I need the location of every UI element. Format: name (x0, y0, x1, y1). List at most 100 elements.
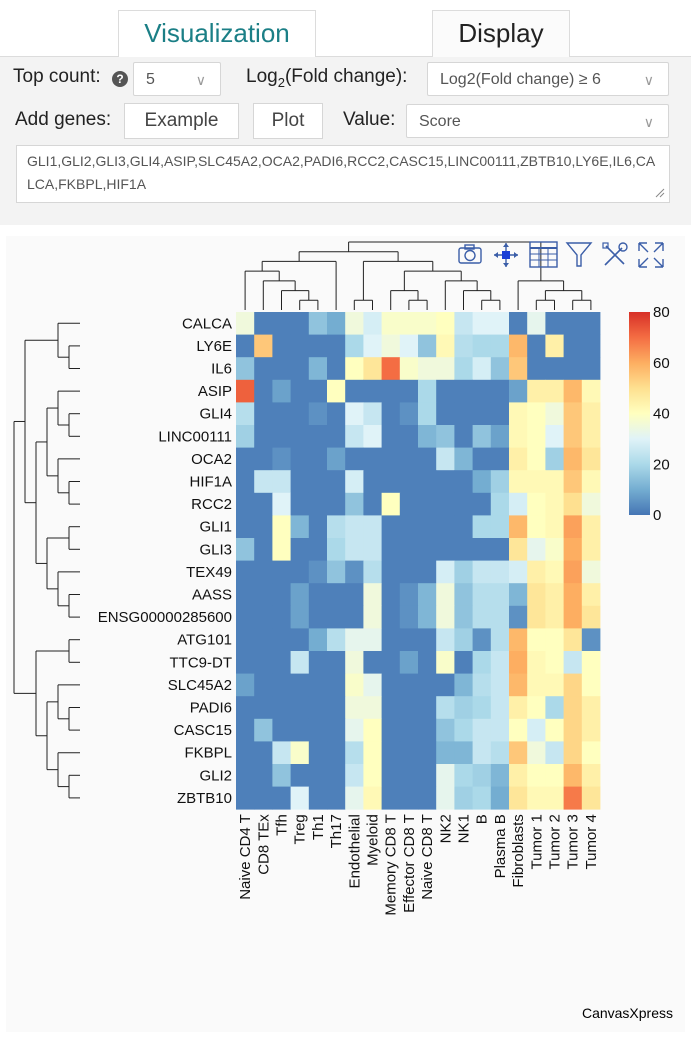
heatmap-cell (527, 786, 546, 810)
heatmap-cell (527, 718, 546, 742)
heatmap-cell (290, 447, 310, 471)
heatmap-cell (563, 673, 583, 697)
heatmap-cell (436, 425, 455, 448)
row-label: PADI6 (190, 700, 232, 717)
example-button[interactable]: Example (124, 103, 239, 139)
heatmap-cell (418, 425, 437, 448)
filter-icon[interactable] (565, 242, 593, 267)
fullscreen-icon[interactable] (638, 242, 664, 268)
row-label: ASIP (198, 383, 232, 400)
heatmap-cell (272, 492, 291, 516)
data-table-icon[interactable] (529, 241, 558, 268)
heatmap-cell (327, 312, 346, 335)
heatmap-cell (399, 515, 419, 539)
heatmap-cell (454, 718, 473, 742)
heatmap-cell (290, 628, 310, 652)
heatmap-cell (509, 515, 528, 539)
help-icon[interactable]: ? (112, 71, 128, 87)
heatmap-cell (381, 357, 401, 381)
heatmap-cell (490, 447, 510, 471)
heatmap-cell (490, 673, 510, 697)
heatmap-cell (527, 651, 546, 674)
heatmap-cell (399, 402, 419, 426)
color-legend: 0 20 40 60 80 (629, 304, 670, 524)
heatmap-cell (345, 334, 364, 358)
heatmap-cell (418, 583, 437, 607)
heatmap-cell (581, 673, 601, 697)
heatmap-cell (236, 538, 255, 561)
heatmap-cell (472, 628, 492, 652)
heatmap-cell (345, 651, 364, 674)
heatmap-cell (381, 447, 401, 471)
heatmap-cell (581, 583, 601, 607)
add-genes-label: Add genes: (15, 109, 112, 130)
heatmap-cell (436, 583, 455, 607)
heatmap-cell (472, 515, 492, 539)
heatmap-cell (381, 425, 401, 448)
heatmap-cell (581, 515, 601, 539)
heatmap-cell (272, 334, 291, 358)
heatmap-cell (436, 673, 455, 697)
resize-handle-icon[interactable] (653, 186, 665, 198)
column-labels: Naive CD4 T CD8 TEx Tfh Treg Th1 Th17 Endothel… (237, 814, 600, 916)
heatmap-cell (436, 447, 455, 471)
heatmap-cell (581, 560, 601, 584)
heatmap-cell (472, 312, 492, 335)
heatmap-cell (490, 402, 510, 426)
column-label: Myeloid (365, 814, 382, 866)
chevron-down-icon: ∨ (643, 72, 654, 88)
heatmap-cell (563, 764, 583, 787)
heatmap-cell (527, 402, 546, 426)
heatmap-cell (381, 651, 401, 674)
heatmap-cell (236, 470, 255, 494)
heatmap-cell (509, 696, 528, 720)
heatmap-cell (254, 560, 273, 584)
heatmap-cell (327, 515, 346, 539)
heatmap-cell (327, 447, 346, 471)
heatmap-cell (345, 605, 364, 629)
heatmap-cell (327, 357, 346, 381)
tab-visualization[interactable]: Visualization (118, 10, 316, 58)
heatmap-cell (308, 538, 328, 561)
top-count-select[interactable]: 5 ∨ (133, 62, 221, 96)
heatmap-cell (308, 447, 328, 471)
heatmap-cell (327, 628, 346, 652)
heatmap-cell (418, 492, 437, 516)
row-label: HIF1A (189, 474, 232, 491)
row-label: GLI2 (199, 767, 232, 784)
heatmap-cell (509, 334, 528, 358)
heatmap-cell (418, 470, 437, 494)
column-label: CD8 TEx (255, 814, 272, 875)
tools-icon[interactable] (602, 242, 628, 266)
heatmap-cell (545, 651, 564, 674)
move-icon[interactable] (494, 243, 518, 267)
heatmap-cell (254, 741, 273, 765)
column-label: Endothelial (346, 814, 363, 888)
value-select[interactable]: Score ∨ (406, 104, 669, 138)
heatmap-cell (418, 673, 437, 697)
heatmap-cell (290, 379, 310, 403)
heatmap-cell (381, 583, 401, 607)
heatmap-cell (290, 538, 310, 561)
camera-icon[interactable] (458, 244, 482, 264)
plot-button[interactable]: Plot (253, 103, 323, 139)
row-label: CALCA (182, 315, 232, 332)
heatmap-cell (399, 741, 419, 765)
chart-toolbar (458, 241, 664, 268)
heatmap-cell (545, 538, 564, 561)
chevron-down-icon: ∨ (643, 114, 654, 130)
heatmap-cell (345, 696, 364, 720)
heatmap-cell (308, 583, 328, 607)
log2-fold-change-select[interactable]: Log2(Fold change) ≥ 6 ∨ (427, 62, 669, 96)
heatmap-cell (581, 492, 601, 516)
tab-display[interactable]: Display (432, 10, 570, 57)
heatmap-cell (254, 515, 273, 539)
genes-textarea[interactable]: GLI1,GLI2,GLI3,GLI4,ASIP,SLC45A2,OCA2,PA… (16, 145, 670, 203)
heatmap-cell (363, 741, 382, 765)
heatmap-cell (581, 718, 601, 742)
heatmap-cell (363, 605, 382, 629)
heatmap-cell (290, 583, 310, 607)
heatmap-cell (363, 470, 382, 494)
heatmap-cell (545, 357, 564, 381)
heatmap-cell (563, 786, 583, 810)
